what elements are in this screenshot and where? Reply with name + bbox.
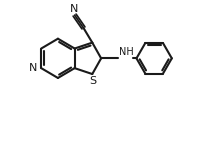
- Text: S: S: [90, 76, 97, 86]
- Text: N: N: [29, 63, 37, 73]
- Text: N: N: [70, 4, 78, 14]
- Text: NH: NH: [119, 47, 133, 57]
